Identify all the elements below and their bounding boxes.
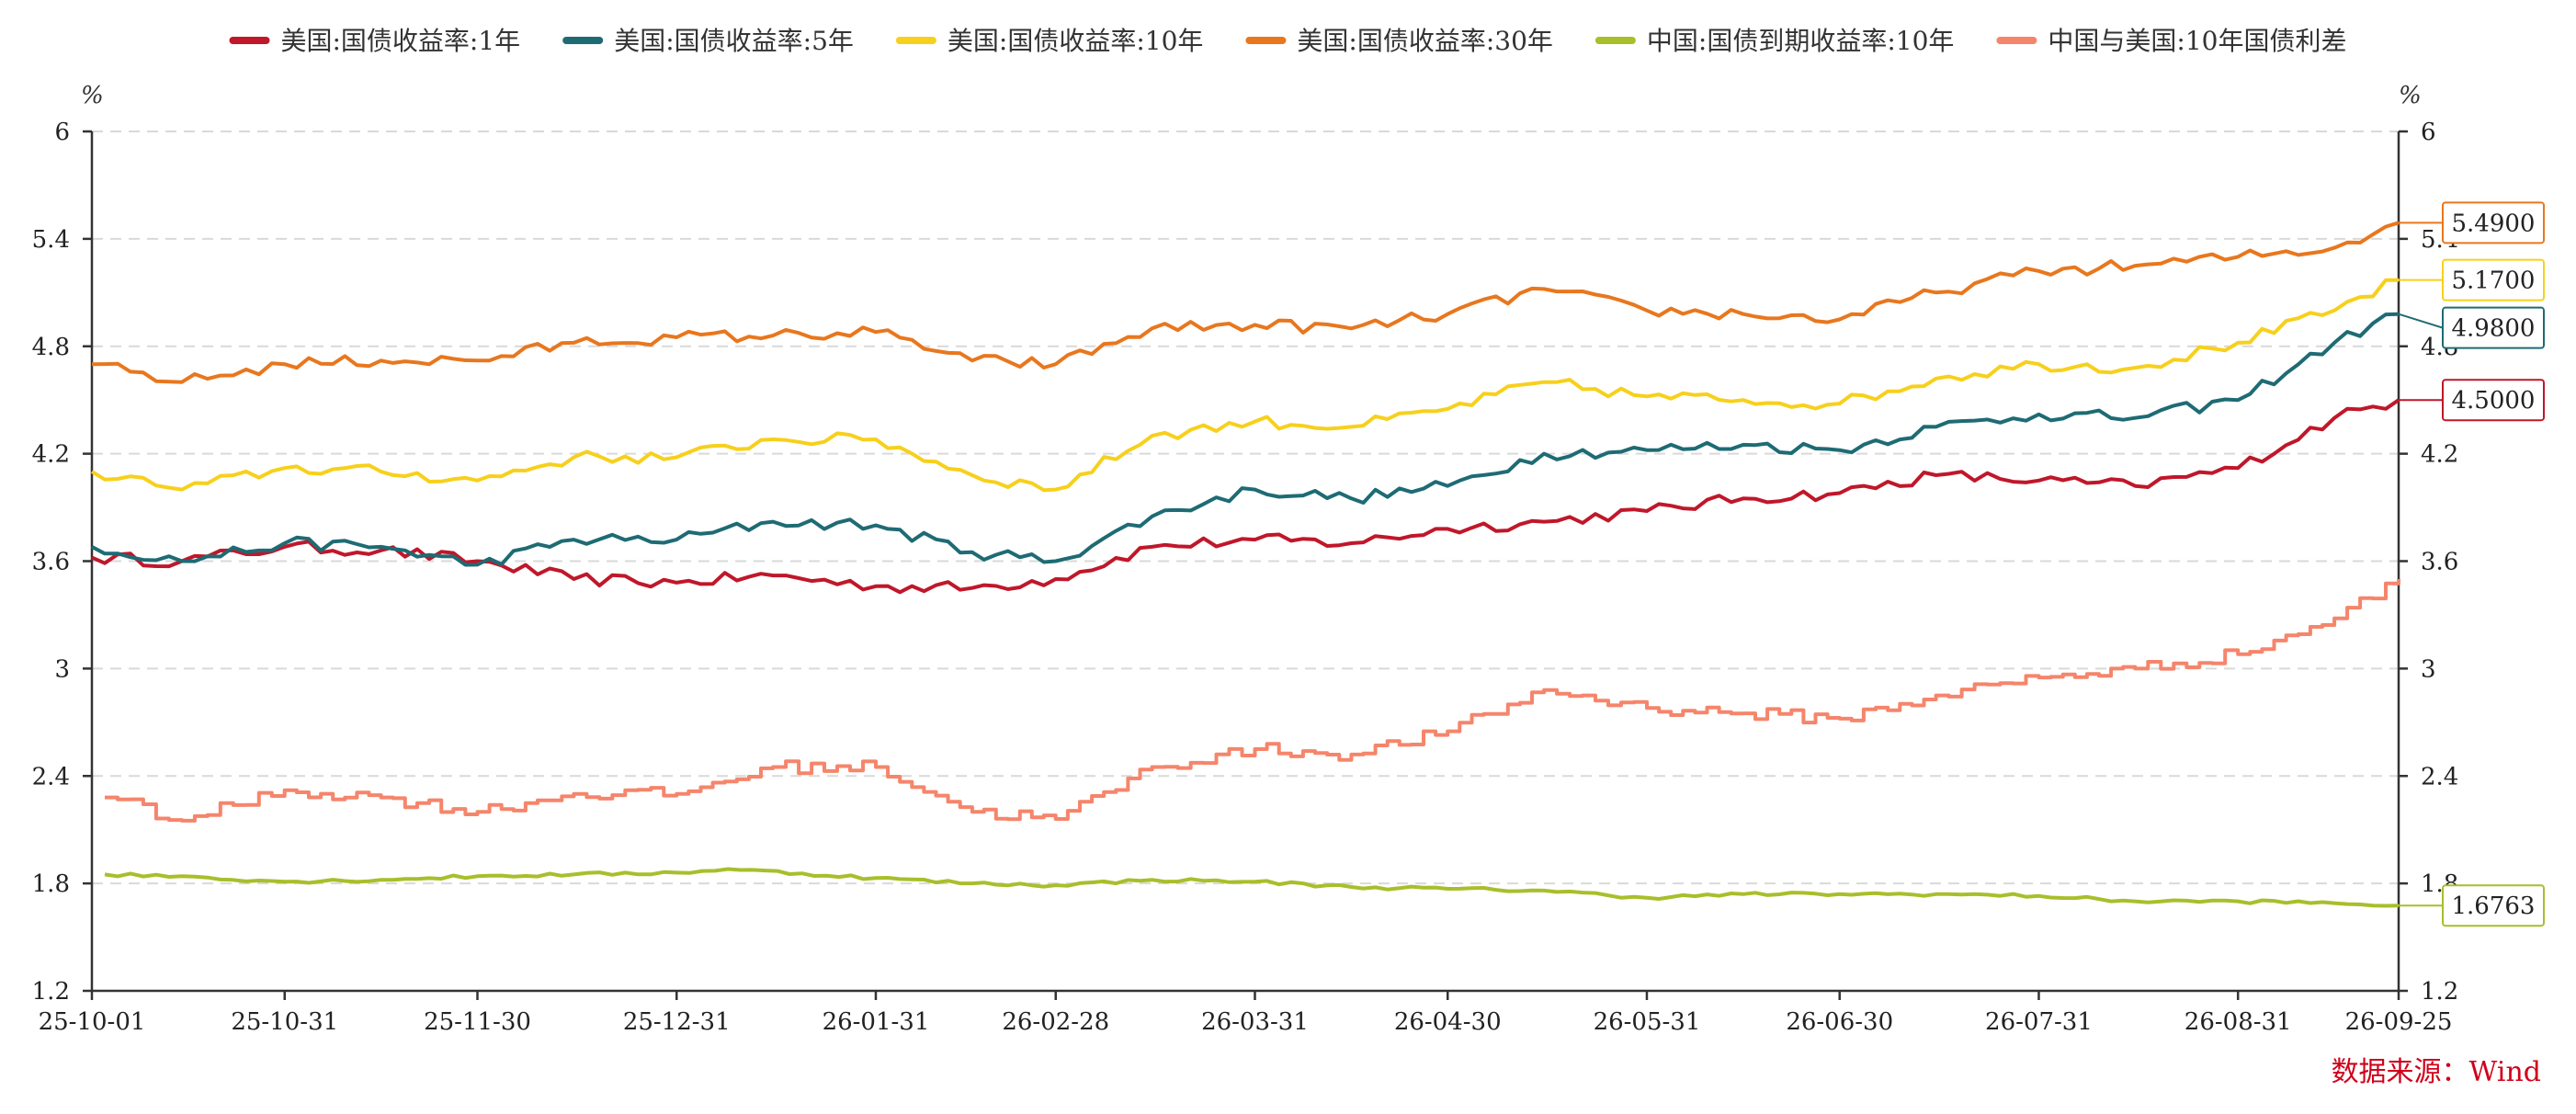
series-line-5: [105, 579, 2400, 823]
end-value-label: 5.4900: [2452, 210, 2536, 237]
y-axis-unit-right: %: [2399, 82, 2422, 109]
legend-label: 美国:国债收益率:1年: [281, 26, 521, 56]
legend-item-0[interactable]: 美国:国债收益率:1年: [229, 26, 521, 56]
series-line-1: [91, 312, 2400, 567]
end-value-label: 5.1700: [2452, 267, 2536, 295]
x-tick-label: 26-08-31: [2184, 1008, 2292, 1036]
end-value-label: 4.9800: [2452, 315, 2536, 343]
legend-item-5[interactable]: 中国与美国:10年国债利差: [1996, 26, 2346, 56]
legend-item-2[interactable]: 美国:国债收益率:10年: [895, 26, 1204, 56]
legend-swatch: [1996, 37, 2037, 44]
x-tick-label: 25-11-30: [424, 1008, 531, 1036]
legend-swatch: [229, 37, 270, 44]
gridlines: [92, 131, 2399, 885]
end-label-box: [2442, 306, 2545, 349]
y-tick-label-left: 2.4: [32, 763, 70, 790]
series-line-3: [91, 221, 2400, 384]
x-tick-label: 25-10-01: [39, 1008, 146, 1036]
series-line-2: [90, 278, 2400, 493]
y-tick-label-left: 4.8: [32, 334, 70, 361]
y-tick-label-right: 1.2: [2421, 978, 2458, 1006]
y-tick-label-left: 5.4: [32, 226, 70, 254]
end-label-box: [2442, 201, 2545, 244]
y-axis-unit-left: %: [81, 82, 104, 109]
x-tick-label: 26-01-31: [823, 1008, 930, 1036]
series-lines: [90, 221, 2400, 908]
x-tick-label: 25-10-31: [231, 1008, 338, 1036]
y-tick-label-right: 4.2: [2421, 441, 2458, 469]
legend-item-4[interactable]: 中国:国债到期收益率:10年: [1594, 26, 1954, 56]
end-value-labels: 5.4900 5.1700 4.9800 4.5000 1.6763: [2398, 201, 2545, 927]
legend-swatch: [1245, 37, 1287, 44]
y-tick-label-left: 6: [54, 119, 70, 146]
x-tick-label: 26-02-28: [1002, 1008, 1109, 1036]
y-tick-label-left: 1.2: [32, 978, 70, 1006]
y-tick-label-left: 4.2: [32, 441, 70, 469]
x-tick-label: 26-05-31: [1594, 1008, 1701, 1036]
x-tick-label: 26-06-30: [1786, 1008, 1893, 1036]
legend-label: 中国:国债到期收益率:10年: [1647, 26, 1954, 56]
x-tick-label: 26-04-30: [1394, 1008, 1502, 1036]
legend: 美国:国债收益率:1年 美国:国债收益率:5年 美国:国债收益率:10年 美国:国债收…: [229, 26, 2346, 56]
legend-label: 中国与美国:10年国债利差: [2048, 26, 2346, 56]
y-tick-label-left: 1.8: [32, 870, 70, 898]
end-label-box: [2442, 379, 2545, 422]
end-value-label: 1.6763: [2452, 892, 2536, 920]
y-tick-label-left: 3.6: [32, 549, 70, 576]
legend-label: 美国:国债收益率:5年: [614, 26, 854, 56]
x-tick-label: 25-12-31: [623, 1008, 731, 1036]
legend-swatch: [1594, 37, 1636, 44]
series-line-0: [91, 398, 2400, 595]
end-label-connector: [2398, 313, 2444, 329]
x-tick-label: 26-07-31: [1985, 1008, 2093, 1036]
legend-item-1[interactable]: 美国:国债收益率:5年: [562, 26, 854, 56]
y-tick-label-right: 2.4: [2421, 763, 2458, 790]
end-value-label: 4.5000: [2452, 387, 2536, 415]
legend-swatch: [895, 37, 936, 44]
series-line-4: [104, 867, 2400, 908]
y-tick-label-right: 3: [2421, 655, 2436, 683]
legend-item-3[interactable]: 美国:国债收益率:30年: [1245, 26, 1553, 56]
end-label-box: [2442, 884, 2545, 927]
source-note: 数据来源：Wind: [2332, 1056, 2541, 1088]
y-tick-label-left: 3: [54, 655, 70, 683]
legend-label: 美国:国债收益率:10年: [948, 26, 1204, 56]
y-tick-label-right: 3.6: [2421, 549, 2458, 576]
legend-label: 美国:国债收益率:30年: [1297, 26, 1553, 56]
end-label-box: [2442, 258, 2545, 301]
y-tick-label-right: 6: [2421, 119, 2436, 146]
axes: 1.2 1.21.8 1.82.4 2.43 33.6 3.64.2 4.24.8 4.85.…: [32, 119, 2459, 1036]
x-tick-label: 26-03-31: [1201, 1008, 1309, 1036]
x-tick-label: 26-09-25: [2345, 1008, 2453, 1036]
legend-swatch: [562, 37, 604, 44]
